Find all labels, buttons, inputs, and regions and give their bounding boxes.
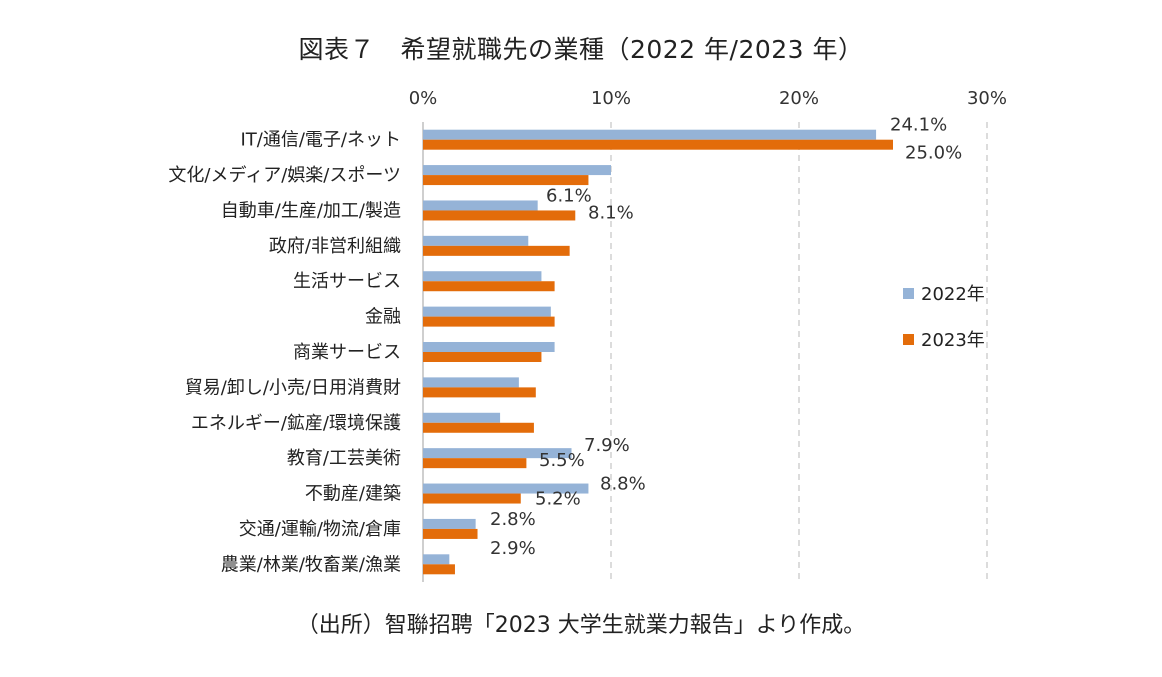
category-label: エネルギー/鉱産/環境保護 [191,413,401,434]
legend-label: 2023年 [921,330,985,351]
gridlines [610,122,988,582]
category-label: 農業/林業/牧畜業/漁業 [221,554,401,575]
bar-2022 [423,377,519,388]
data-label: 5.5% [539,450,585,471]
data-label: 6.1% [546,185,592,206]
data-labels: 24.1% 25.0% 6.1%8.1% 7.9%5.5% 8.8% 5.2%2.8% 2.… [490,115,962,559]
bar-2022 [423,342,555,352]
bar-2023 [423,422,534,433]
data-label: 24.1% [890,115,947,136]
data-label: 8.8% [600,474,646,495]
data-label: 8.1% [588,202,634,223]
bar-2022 [423,306,551,317]
category-label: 文化/メディア/娯楽/スポーツ [168,165,401,186]
bar-2023 [423,564,455,575]
bar-2023 [423,387,536,398]
bar-2022 [423,483,589,494]
category-labels: IT/通信/電子/ネット文化/メディア/娯楽/スポーツ自動車/生産/加工/製造政… [168,130,401,576]
bar-2023 [423,281,555,292]
bar-2023 [423,528,478,539]
category-label: 貿易/卸し/小売/日用消費財 [185,377,401,398]
bar-2022 [423,165,611,176]
bars [423,129,893,575]
data-label: 7.9% [584,435,630,456]
x-tick-label: 20% [779,88,819,109]
category-label: 自動車/生産/加工/製造 [221,200,401,221]
legend-swatch-2023 [903,334,914,345]
category-label: 商業サービス [293,342,401,363]
legend: 2022年 2023年 [903,284,985,351]
data-label: 2.8% [490,509,536,530]
category-label: 金融 [365,307,401,328]
bar-2023 [423,458,527,469]
bar-2023 [423,493,521,504]
x-tick-label: 0% [409,88,438,109]
bar-2022 [423,448,572,459]
data-label: 5.2% [535,489,581,510]
category-label: 生活サービス [293,271,401,292]
x-tick-label: 30% [967,88,1007,109]
bar-2022 [423,271,542,282]
data-label: 2.9% [490,538,536,559]
category-label: 教育/工芸美術 [287,448,401,469]
legend-swatch-2022 [903,288,914,299]
category-label: 不動産/建築 [305,484,401,505]
bar-2023 [423,175,589,186]
bar-2023 [423,139,893,150]
bar-2022 [423,518,476,529]
bar-2023 [423,245,570,256]
bar-2022 [423,554,450,565]
category-label: 政府/非営利組織 [269,236,401,257]
legend-label: 2022年 [921,284,985,305]
bar-2023 [423,316,555,327]
bar-2022 [423,412,501,423]
category-label: IT/通信/電子/ネット [241,130,402,151]
bar-2023 [423,210,576,221]
x-tick-label: 10% [591,88,631,109]
data-label: 25.0% [905,143,962,164]
source-note: （出所）智聯招聘「2023 大学生就業力報告」より作成。 [296,613,866,638]
bar-2022 [423,200,538,211]
chart-title: 図表７ 希望就職先の業種（2022 年/2023 年） [298,35,864,64]
bar-2022 [423,235,529,246]
bar-2022 [423,129,877,140]
category-label: 交通/運輸/物流/倉庫 [239,519,401,540]
bar-2023 [423,352,542,362]
